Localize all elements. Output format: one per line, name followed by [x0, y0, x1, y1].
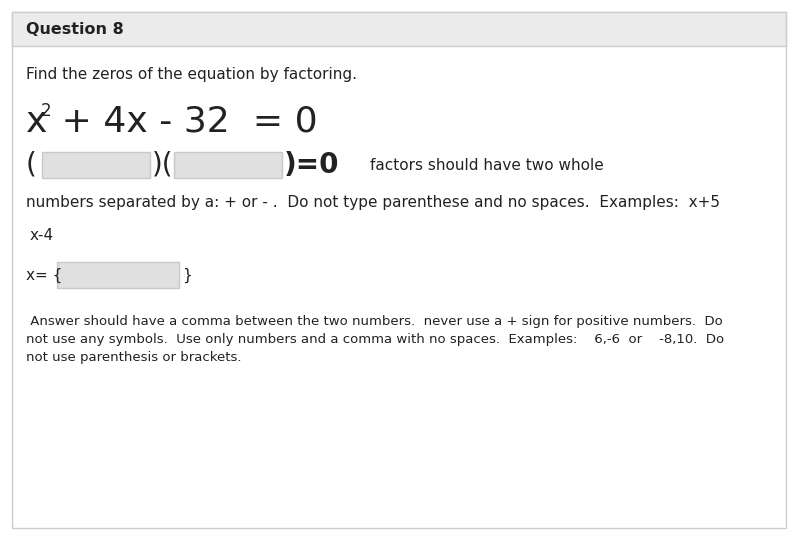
Text: x-4: x-4	[30, 227, 54, 242]
Text: not use any symbols.  Use only numbers and a comma with no spaces.  Examples:   : not use any symbols. Use only numbers an…	[26, 334, 724, 347]
Text: x= {: x= {	[26, 267, 62, 282]
Bar	[42, 152, 150, 178]
Text: x: x	[26, 105, 47, 139]
Bar	[57, 262, 179, 288]
Text: (: (	[26, 151, 37, 179]
Bar	[12, 12, 786, 46]
Text: }: }	[182, 267, 192, 282]
Text: factors should have two whole: factors should have two whole	[370, 158, 604, 172]
Text: numbers separated by a: + or - .  Do not type parenthese and no spaces.  Example: numbers separated by a: + or - . Do not …	[26, 194, 720, 210]
Text: Answer should have a comma between the two numbers.  never use a + sign for posi: Answer should have a comma between the t…	[26, 315, 722, 328]
Bar	[174, 152, 282, 178]
Text: Find the zeros of the equation by factoring.: Find the zeros of the equation by factor…	[26, 68, 357, 83]
Text: not use parenthesis or brackets.: not use parenthesis or brackets.	[26, 352, 242, 365]
Text: )(: )(	[152, 151, 174, 179]
Text: )=0: )=0	[284, 151, 339, 179]
Text: 2: 2	[41, 102, 52, 120]
Text: Question 8: Question 8	[26, 22, 124, 37]
Text: + 4x - 32  = 0: + 4x - 32 = 0	[50, 105, 318, 139]
